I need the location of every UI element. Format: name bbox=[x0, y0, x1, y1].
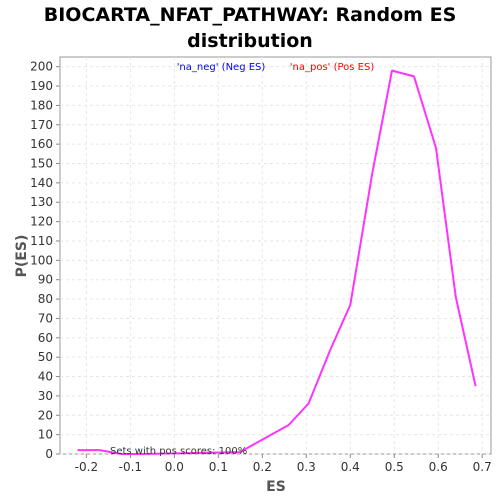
y-tick-label: 190 bbox=[30, 79, 53, 93]
y-axis-label: P(ES) bbox=[14, 235, 30, 278]
series-line bbox=[77, 69, 477, 455]
y-tick-label: 140 bbox=[30, 176, 53, 190]
y-tick-label: 60 bbox=[38, 331, 53, 345]
legend: 'na_neg' (Neg ES) 'na_pos' (Pos ES) bbox=[177, 62, 375, 73]
y-tick-label: 40 bbox=[38, 370, 53, 384]
x-tick-label: 0.3 bbox=[297, 460, 316, 474]
series-layer bbox=[77, 69, 477, 455]
y-axis-ticks: 0 10 20 30 40 50 60 70 80 90 100 110 120 130 140 150 160… bbox=[30, 60, 60, 461]
x-tick-label: 0.6 bbox=[429, 460, 448, 474]
y-tick-label: 10 bbox=[38, 428, 53, 442]
x-tick-label: 0.1 bbox=[209, 460, 228, 474]
chart-title-line-1: BIOCARTA_NFAT_PATHWAY: Random ES bbox=[43, 4, 457, 26]
y-tick-label: 130 bbox=[30, 195, 53, 209]
y-tick-label: 120 bbox=[30, 215, 53, 229]
x-tick-label: -0.1 bbox=[119, 460, 142, 474]
chart-title-line-2: distribution bbox=[187, 30, 313, 52]
plot-area bbox=[59, 56, 492, 455]
y-tick-label: 160 bbox=[30, 137, 53, 151]
y-tick-label: 30 bbox=[38, 389, 53, 403]
x-tick-label: 0.7 bbox=[473, 460, 492, 474]
x-tick-label: -0.2 bbox=[75, 460, 98, 474]
y-tick-label: 50 bbox=[38, 350, 53, 364]
legend-item-pos: 'na_pos' (Pos ES) bbox=[290, 62, 375, 73]
chart-title: BIOCARTA_NFAT_PATHWAY: Random ES distrib… bbox=[0, 2, 500, 54]
y-tick-label: 70 bbox=[38, 311, 53, 325]
x-axis-label: ES bbox=[266, 479, 286, 495]
y-tick-label: 100 bbox=[30, 253, 53, 267]
y-tick-label: 20 bbox=[38, 408, 53, 422]
y-tick-label: 80 bbox=[38, 292, 53, 306]
x-tick-label: 0.5 bbox=[385, 460, 404, 474]
x-tick-label: 0.2 bbox=[253, 460, 272, 474]
x-tick-label: 0.4 bbox=[341, 460, 360, 474]
y-tick-label: 110 bbox=[30, 234, 53, 248]
x-tick-label: 0.0 bbox=[165, 460, 184, 474]
gridlines bbox=[60, 57, 491, 455]
y-tick-label: 200 bbox=[30, 60, 53, 74]
y-tick-label: 0 bbox=[45, 447, 53, 461]
x-axis-ticks: -0.2 -0.1 0.0 0.1 0.2 0.3 0.4 0.5 0.6 0.7 bbox=[75, 454, 492, 474]
y-tick-label: 180 bbox=[30, 98, 53, 112]
y-tick-label: 150 bbox=[30, 157, 53, 171]
legend-item-neg: 'na_neg' (Neg ES) bbox=[177, 62, 266, 73]
y-tick-label: 170 bbox=[30, 118, 53, 132]
y-tick-label: 90 bbox=[38, 273, 53, 287]
annotation-text: Sets with pos scores: 100% bbox=[110, 446, 247, 457]
